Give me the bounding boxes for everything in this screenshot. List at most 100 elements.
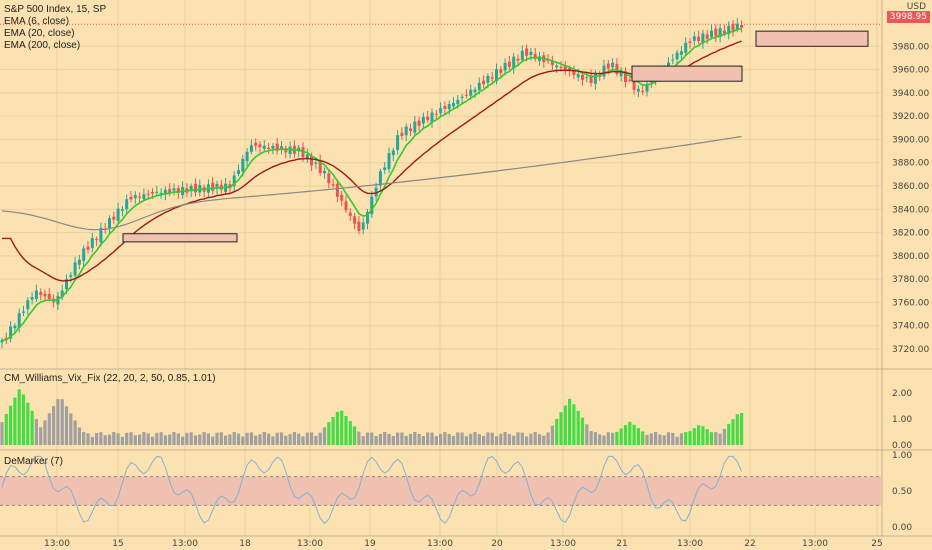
- x-tick-label: 15: [112, 539, 123, 549]
- price-axis-title: USD: [906, 2, 926, 12]
- x-tick-label: 13:00: [172, 539, 198, 549]
- y-tick-label: 3740.00: [892, 322, 929, 332]
- vix-bar: [636, 428, 640, 445]
- vix-bar: [301, 436, 305, 445]
- candle-body: [43, 293, 47, 297]
- candle-body: [22, 311, 25, 313]
- vix-bar: [370, 432, 374, 445]
- candle-body: [47, 294, 51, 299]
- candle-body: [129, 196, 133, 200]
- candle-body: [602, 65, 606, 77]
- vix-bar: [611, 432, 615, 445]
- vix-bar: [735, 414, 739, 445]
- vix-bar: [279, 432, 284, 445]
- y-tick-label: 3820.00: [892, 229, 929, 239]
- candle-body: [645, 83, 649, 92]
- vix-bar: [658, 434, 662, 445]
- vix-bar: [0, 422, 4, 445]
- vix-bar: [146, 433, 150, 445]
- candle-body: [125, 199, 129, 210]
- vix-bar: [692, 428, 696, 445]
- vix-bar: [533, 432, 537, 445]
- vix-bar: [249, 432, 253, 445]
- candle-body: [593, 73, 597, 84]
- candle-body: [512, 56, 516, 69]
- y-tick-label: 3720.00: [892, 345, 929, 355]
- x-tick-label: 21: [616, 539, 627, 549]
- vix-bar: [297, 433, 301, 445]
- candle-body: [60, 290, 64, 298]
- vix-bar: [116, 433, 120, 445]
- demarker-line: [1, 455, 743, 525]
- candle-body: [13, 325, 17, 329]
- vix-bar: [490, 432, 494, 445]
- candle-body: [615, 63, 619, 74]
- vix-bar: [675, 436, 679, 445]
- candle-body: [447, 103, 451, 110]
- legend-ema200: EMA (200, close): [4, 40, 81, 51]
- candle-body: [464, 94, 468, 96]
- vix-bar: [378, 434, 382, 445]
- candle-body: [370, 196, 374, 215]
- candle-body: [516, 58, 520, 61]
- vix-tick-label: 1.00: [892, 415, 912, 425]
- vix-bar: [520, 432, 524, 445]
- vix-bar: [82, 432, 86, 445]
- candle-body: [267, 147, 271, 150]
- vix-bar: [310, 432, 314, 445]
- vix-bar: [576, 410, 580, 445]
- candle-body: [348, 212, 352, 216]
- candle-body: [546, 59, 550, 61]
- ema200-line: [1, 135, 742, 231]
- vix-bar: [697, 425, 701, 445]
- candle-body: [443, 106, 447, 109]
- vix-bar: [13, 397, 17, 445]
- y-tick-label: 3760.00: [892, 298, 929, 308]
- vix-bar: [142, 432, 146, 445]
- legend-ema6: EMA (6, close): [4, 16, 70, 27]
- candle-body: [344, 201, 348, 211]
- vix-bar: [198, 434, 202, 445]
- vix-bar: [215, 432, 219, 445]
- candle-body: [262, 145, 266, 149]
- vix-bar: [159, 432, 163, 445]
- candle-body: [34, 290, 38, 299]
- vix-bar: [512, 435, 516, 445]
- candle-body: [727, 25, 731, 35]
- candle-body: [142, 194, 146, 199]
- candle-body: [740, 24, 744, 28]
- x-tick-label: 22: [744, 539, 755, 549]
- vix-bar: [430, 432, 434, 445]
- candle-body: [538, 56, 541, 61]
- vix-bar: [224, 435, 228, 445]
- x-tick-label: 13:00: [427, 539, 453, 549]
- candle-body: [310, 155, 314, 166]
- candle-body: [559, 66, 563, 68]
- candle-body: [82, 248, 86, 261]
- candle-body: [460, 96, 464, 99]
- candle-body: [684, 42, 688, 53]
- vix-bar: [714, 432, 718, 445]
- vix-bar: [365, 432, 370, 445]
- vix-bar: [138, 434, 142, 445]
- vix-bar: [60, 399, 64, 445]
- vix-bar: [172, 432, 176, 445]
- candle-body: [430, 112, 434, 123]
- candle-body: [671, 59, 675, 61]
- candle-body: [95, 238, 99, 241]
- vix-bar: [688, 431, 692, 445]
- vix-bar: [404, 436, 408, 445]
- vix-bar: [740, 413, 744, 445]
- candle-body: [525, 48, 529, 56]
- last-price-badge: 3998.95: [886, 11, 930, 23]
- vix-bar: [86, 433, 90, 445]
- vix-bar: [284, 435, 288, 445]
- vix-bar: [69, 413, 73, 445]
- y-tick-label: 3940.00: [892, 89, 929, 99]
- candle-body: [90, 238, 94, 248]
- y-tick-label: 3980.00: [892, 42, 929, 52]
- candle-body: [340, 194, 344, 201]
- y-tick-label: 3960.00: [892, 66, 929, 76]
- candle-body: [314, 162, 318, 164]
- vix-bar: [120, 436, 124, 445]
